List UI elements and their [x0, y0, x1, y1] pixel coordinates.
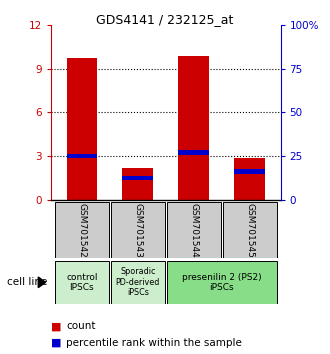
- Bar: [179, 56, 209, 200]
- FancyBboxPatch shape: [111, 202, 165, 258]
- Bar: [67, 58, 97, 200]
- Text: count: count: [66, 321, 95, 331]
- Text: GDS4141 / 232125_at: GDS4141 / 232125_at: [96, 13, 234, 26]
- FancyBboxPatch shape: [223, 202, 277, 258]
- Text: cell line: cell line: [7, 277, 48, 287]
- FancyBboxPatch shape: [55, 261, 109, 304]
- Text: GSM701543: GSM701543: [133, 202, 142, 258]
- Text: ■: ■: [51, 321, 62, 331]
- Bar: [234, 169, 265, 174]
- FancyBboxPatch shape: [111, 261, 165, 304]
- Text: GSM701545: GSM701545: [245, 202, 254, 258]
- Text: control
IPSCs: control IPSCs: [66, 273, 98, 292]
- Text: GSM701544: GSM701544: [189, 203, 198, 257]
- FancyBboxPatch shape: [167, 261, 277, 304]
- Text: ■: ■: [51, 338, 62, 348]
- Bar: [67, 154, 97, 158]
- Text: percentile rank within the sample: percentile rank within the sample: [66, 338, 242, 348]
- Text: Sporadic
PD-derived
iPSCs: Sporadic PD-derived iPSCs: [116, 267, 160, 297]
- FancyBboxPatch shape: [55, 202, 109, 258]
- FancyBboxPatch shape: [167, 202, 221, 258]
- Text: presenilin 2 (PS2)
iPSCs: presenilin 2 (PS2) iPSCs: [182, 273, 262, 292]
- Text: GSM701542: GSM701542: [78, 203, 86, 257]
- Bar: [179, 150, 209, 155]
- Bar: [234, 158, 265, 200]
- Bar: [122, 176, 153, 180]
- Bar: [122, 168, 153, 200]
